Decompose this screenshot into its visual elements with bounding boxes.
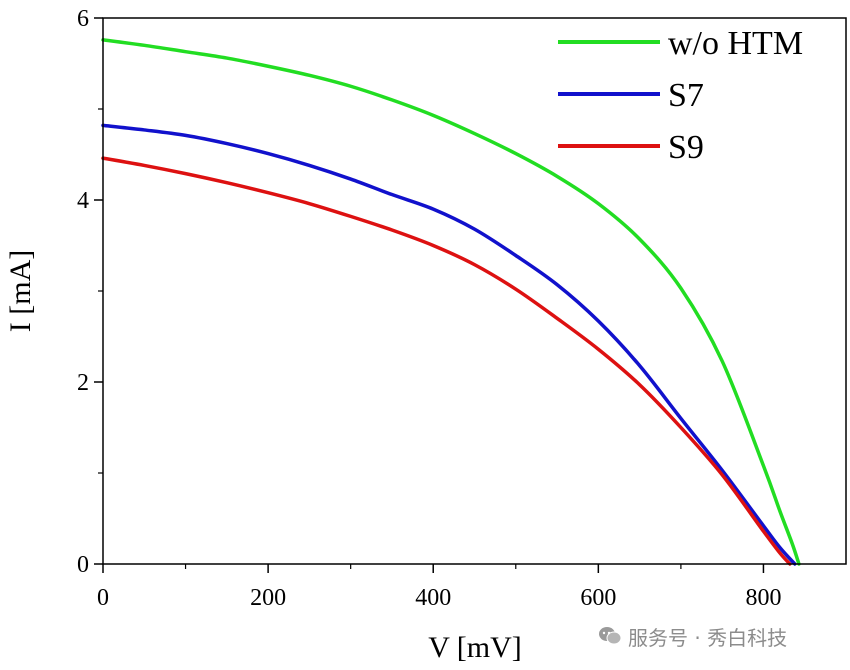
x-axis-title: V [mV] — [428, 631, 522, 664]
legend-label: w/o HTM — [668, 25, 803, 62]
x-tick-label: 0 — [97, 585, 109, 611]
y-axis-title: I [mA] — [4, 250, 37, 332]
legend-item: S9 — [558, 129, 704, 166]
series-line-0 — [101, 38, 801, 566]
y-tick-label: 0 — [77, 552, 89, 578]
series-line-1 — [101, 123, 797, 566]
legend-item: S7 — [558, 77, 704, 114]
watermark: 服务号 · 秀白科技 — [598, 622, 787, 650]
legend: w/o HTM S7 S9 — [558, 25, 803, 166]
legend-label: S7 — [668, 77, 704, 114]
x-tick-label: 200 — [250, 585, 286, 611]
legend-item: w/o HTM — [558, 25, 803, 62]
plot-frame — [102, 17, 847, 565]
x-tick-label: 800 — [745, 585, 781, 611]
wechat-icon — [598, 625, 622, 647]
y-tick-label: 4 — [77, 188, 89, 214]
watermark-text: 服务号 · 秀白科技 — [628, 625, 788, 650]
x-tick-label: 400 — [415, 585, 451, 611]
y-tick-label: 2 — [77, 370, 89, 396]
y-tick-label: 6 — [77, 6, 89, 32]
legend-label: S9 — [668, 129, 704, 166]
x-axis-ticks: 0 200 400 600 800 — [97, 564, 781, 611]
series-line-2 — [101, 156, 792, 566]
x-tick-label: 600 — [580, 585, 616, 611]
y-axis-ticks: 0 2 4 6 — [77, 6, 103, 578]
series-curves — [101, 38, 801, 566]
